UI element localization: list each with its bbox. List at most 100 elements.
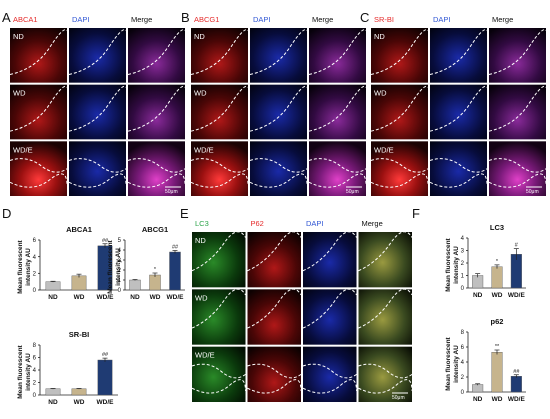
bar-nd	[45, 388, 61, 396]
tissue-boundary-line	[429, 173, 488, 188]
bar-chart-srbi: SR-BI Mean fluorescent intensity AU0 2 4 6 8 ND…	[17, 330, 118, 406]
channel-title-dapi: DAPI	[72, 15, 90, 24]
y-tick-label: 6	[461, 345, 465, 351]
significance-label: ##	[172, 245, 179, 251]
tissue-boundary-line	[247, 288, 302, 329]
micrograph-tile	[358, 289, 412, 345]
row-label-wde: WD/E	[374, 145, 394, 154]
channel-title-merge: Merge	[492, 15, 513, 24]
row-label-wd: WD	[194, 89, 207, 98]
panel-letter-A: A	[2, 10, 11, 25]
channel-title-p62: P62	[251, 219, 264, 228]
micrograph-tile	[128, 28, 185, 83]
x-tick-label: ND	[473, 292, 483, 299]
tissue-boundary-line	[127, 173, 186, 188]
y-tick-label: 5	[118, 238, 122, 244]
y-tick-label: 4	[461, 236, 465, 242]
y-tick-label: 0	[33, 393, 37, 399]
micrograph-tile	[192, 346, 246, 402]
y-tick-label: 4	[461, 360, 465, 366]
y-axis-label: intensity AU	[25, 248, 32, 286]
micrograph-panels: ABCA1 DAPI Merge ND WD WD/E 50μm ABCG1 DAPI Merge…	[9, 15, 547, 402]
micrograph-tile	[430, 141, 487, 196]
channel-title-abca1: ABCA1	[13, 15, 38, 24]
y-tick-label: 2	[461, 375, 465, 381]
bar-nd	[472, 384, 484, 393]
bar-wd	[149, 274, 161, 291]
bar-chart-abcg1: ABCG1 Mean fluorescent intensity AU 0 1 2 3 4 5 N…	[107, 225, 185, 301]
micrograph-panel-E: LC3 P62 DAPI Merge ND WD WD/E 50μm	[191, 219, 413, 402]
channel-title-abcg1: ABCG1	[194, 15, 219, 24]
tissue-boundary-line	[247, 379, 302, 394]
bar-nd	[129, 279, 141, 291]
tissue-boundary-line	[302, 288, 357, 329]
tissue-boundary-line	[68, 173, 127, 188]
tissue-boundary-line	[302, 231, 357, 272]
tissue-boundary-line	[9, 29, 68, 75]
y-tick-label: 4	[33, 255, 37, 261]
row-label-wde: WD/E	[13, 145, 33, 154]
tissue-boundary-line	[370, 85, 429, 132]
y-tick-label: 6	[33, 356, 37, 362]
y-axis-label: intensity AU	[453, 246, 460, 284]
tissue-boundary-line	[370, 173, 429, 188]
chart-title: LC3	[490, 223, 504, 232]
tissue-boundary-line	[488, 85, 547, 132]
y-tick-label: 0	[33, 288, 37, 294]
bar-wd	[71, 275, 87, 291]
bar-nd	[45, 281, 61, 291]
significance-label: **	[495, 344, 500, 350]
tissue-boundary-line	[249, 173, 308, 188]
y-tick-label: 1	[118, 278, 122, 284]
tissue-boundary-line	[190, 173, 249, 188]
micrograph-tile	[128, 84, 185, 140]
tissue-boundary-line	[249, 85, 308, 132]
x-tick-label: WD	[74, 294, 85, 301]
x-tick-label: ND	[473, 396, 483, 403]
micrograph-tile	[489, 28, 546, 83]
micrograph-tile	[309, 141, 366, 196]
y-axis-label: Mean fluorescent	[17, 239, 24, 293]
panel-letter-C: C	[360, 10, 369, 25]
y-tick-label: 2	[461, 261, 465, 267]
row-label-nd: ND	[195, 236, 206, 245]
micrograph-tile	[69, 28, 126, 83]
micrograph-tile	[10, 141, 67, 196]
y-tick-label: 3	[118, 258, 122, 264]
tissue-boundary-line	[247, 363, 302, 379]
tissue-boundary-line	[191, 363, 246, 379]
tissue-boundary-line	[9, 173, 68, 188]
chart-title: p62	[491, 317, 504, 326]
scale-bar-label: 50μm	[165, 189, 178, 195]
x-tick-label: ND	[130, 294, 140, 301]
chart-title: SR-BI	[69, 330, 89, 339]
y-tick-label: 4	[33, 368, 37, 374]
x-tick-label: WD/E	[97, 294, 115, 301]
row-label-nd: ND	[13, 32, 24, 41]
scale-bar-label: 50μm	[392, 395, 405, 401]
row-label-nd: ND	[374, 32, 385, 41]
x-tick-label: WD	[492, 292, 503, 299]
tissue-boundary-line	[488, 173, 547, 188]
micrograph-tile	[358, 346, 412, 402]
y-axis-label: intensity AU	[25, 353, 32, 391]
tissue-boundary-line	[9, 85, 68, 132]
tissue-boundary-line	[488, 29, 547, 75]
x-tick-label: WD	[492, 396, 503, 403]
micrograph-tile	[303, 346, 357, 402]
channel-title-lc3: LC3	[195, 219, 209, 228]
y-tick-label: 6	[33, 238, 37, 244]
tissue-boundary-line	[190, 29, 249, 75]
panel-letter-B: B	[181, 10, 190, 25]
micrograph-tile	[128, 141, 185, 196]
y-tick-label: 3	[461, 249, 465, 255]
micrograph-tile	[69, 84, 126, 140]
y-tick-label: 0	[461, 286, 465, 292]
bar-wd	[71, 388, 87, 396]
x-tick-label: WD	[150, 294, 161, 301]
row-label-wde: WD/E	[195, 351, 215, 360]
tissue-boundary-line	[190, 85, 249, 132]
